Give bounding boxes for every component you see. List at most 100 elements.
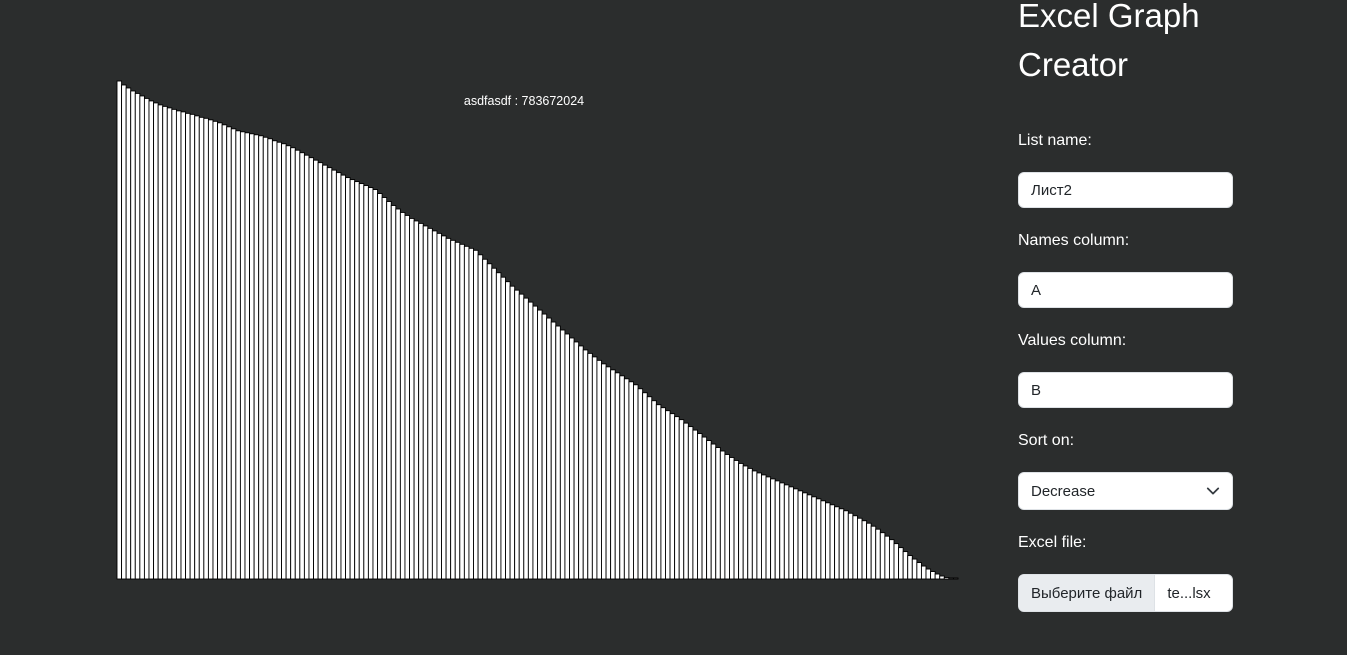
chart-bar[interactable] xyxy=(207,119,214,580)
chart-bar[interactable] xyxy=(601,363,607,580)
chart-bar[interactable] xyxy=(317,162,324,580)
chart-bar[interactable] xyxy=(857,517,863,580)
chart-bar[interactable] xyxy=(893,543,900,580)
chart-bar[interactable] xyxy=(303,154,310,580)
chart-bar[interactable] xyxy=(678,419,685,580)
excel-file-input[interactable]: Выберите файл te...lsx xyxy=(1018,574,1233,612)
chart-bar[interactable] xyxy=(852,515,858,580)
chart-bar[interactable] xyxy=(729,457,735,580)
chart-bar[interactable] xyxy=(217,122,223,580)
list-name-input[interactable] xyxy=(1018,172,1233,208)
chart-bar[interactable] xyxy=(779,482,785,580)
chart-bar[interactable] xyxy=(175,110,182,580)
chart-bar[interactable] xyxy=(523,297,529,580)
chart-bar[interactable] xyxy=(637,388,644,580)
chart-bar[interactable] xyxy=(148,100,155,580)
chart-bar[interactable] xyxy=(267,138,273,580)
chart-bar[interactable] xyxy=(249,133,255,580)
chart-bar[interactable] xyxy=(335,172,342,580)
chart-bar[interactable] xyxy=(331,169,337,580)
chart-bar[interactable] xyxy=(413,220,420,580)
chart-bar[interactable] xyxy=(870,525,877,580)
chart-bar[interactable] xyxy=(459,243,465,580)
chart-bar[interactable] xyxy=(591,356,598,580)
chart-bar[interactable] xyxy=(559,329,566,580)
chart-bar[interactable] xyxy=(902,551,909,580)
chart-bar[interactable] xyxy=(221,124,228,580)
chart-bar[interactable] xyxy=(614,372,621,580)
chart-bar[interactable] xyxy=(569,337,575,580)
chart-bar[interactable] xyxy=(258,135,264,580)
chart-bar[interactable] xyxy=(783,484,790,580)
chart-bar[interactable] xyxy=(514,289,520,580)
chart-bar[interactable] xyxy=(294,149,301,580)
chart-bar[interactable] xyxy=(262,136,269,580)
chart-bar[interactable] xyxy=(253,134,260,580)
chart-bar[interactable] xyxy=(473,249,479,580)
chart-bar[interactable] xyxy=(660,407,666,580)
chart-bar[interactable] xyxy=(916,562,922,580)
chart-bar[interactable] xyxy=(468,247,474,580)
chart-bar[interactable] xyxy=(619,375,625,580)
chart-bar[interactable] xyxy=(271,140,278,580)
chart-bar[interactable] xyxy=(290,147,296,580)
chart-bar[interactable] xyxy=(820,500,826,580)
chart-bar[interactable] xyxy=(596,359,602,580)
chart-bar[interactable] xyxy=(409,217,415,580)
chart-bar[interactable] xyxy=(281,143,287,580)
chart-bar[interactable] xyxy=(358,183,365,580)
chart-bar[interactable] xyxy=(582,349,589,580)
chart-bar[interactable] xyxy=(610,369,616,580)
chart-bar[interactable] xyxy=(911,558,918,580)
chart-bar[interactable] xyxy=(463,245,470,580)
chart-bar[interactable] xyxy=(427,227,433,580)
chart-bar[interactable] xyxy=(198,116,205,580)
chart-bar[interactable] xyxy=(925,568,932,580)
chart-bar[interactable] xyxy=(564,333,570,580)
chart-bar[interactable] xyxy=(907,555,913,580)
chart-bar[interactable] xyxy=(829,504,836,580)
chart-bar[interactable] xyxy=(692,429,698,580)
chart-bar[interactable] xyxy=(441,235,447,580)
chart-bar[interactable] xyxy=(669,413,676,580)
chart-bar[interactable] xyxy=(143,97,150,580)
chart-bar[interactable] xyxy=(367,187,374,580)
chart-bar[interactable] xyxy=(742,465,749,580)
chart-bar[interactable] xyxy=(326,167,333,580)
values-column-input[interactable] xyxy=(1018,372,1233,408)
chart-bar[interactable] xyxy=(354,181,360,580)
chart-bar[interactable] xyxy=(765,476,772,580)
chart-bar[interactable] xyxy=(509,285,516,580)
chart-bar[interactable] xyxy=(395,208,401,580)
chart-bar[interactable] xyxy=(861,520,868,580)
chart-bar[interactable] xyxy=(505,281,511,580)
chart-bar[interactable] xyxy=(445,237,452,580)
chart-bar[interactable] xyxy=(738,463,744,580)
chart-bar[interactable] xyxy=(802,492,808,580)
chart-bar[interactable] xyxy=(276,141,282,580)
chart-bar[interactable] xyxy=(130,90,136,580)
chart-bar[interactable] xyxy=(788,486,794,580)
chart-bar[interactable] xyxy=(235,130,241,580)
chart-bar[interactable] xyxy=(623,378,630,580)
chart-bar[interactable] xyxy=(733,460,740,580)
chart-bar[interactable] xyxy=(345,177,351,580)
chart-bar[interactable] xyxy=(537,309,543,580)
chart-bar[interactable] xyxy=(518,293,525,580)
chart-bar[interactable] xyxy=(847,512,854,580)
chart-bar[interactable] xyxy=(500,276,506,580)
chart-bar[interactable] xyxy=(450,239,456,580)
chart-bar[interactable] xyxy=(121,84,127,580)
chart-bar[interactable] xyxy=(930,571,936,580)
chart-bar[interactable] xyxy=(162,105,168,580)
chart-bar[interactable] xyxy=(578,345,584,580)
chart-bar[interactable] xyxy=(134,92,141,580)
chart-bar[interactable] xyxy=(756,472,762,580)
chart-bar[interactable] xyxy=(194,115,200,580)
chart-bar[interactable] xyxy=(550,321,557,580)
chart-bar[interactable] xyxy=(431,230,438,580)
chart-bar[interactable] xyxy=(285,145,292,580)
chart-bar[interactable] xyxy=(674,416,680,580)
chart-bar[interactable] xyxy=(116,80,123,580)
chart-bar[interactable] xyxy=(939,575,945,580)
